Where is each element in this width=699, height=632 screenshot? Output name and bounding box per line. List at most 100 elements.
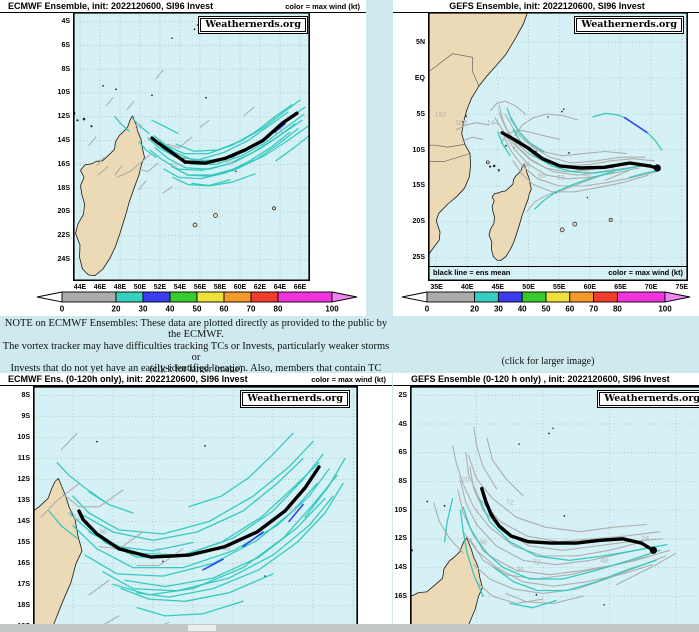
colorbar-right-arrow bbox=[331, 291, 358, 303]
lat-tick-label: 12S bbox=[394, 535, 407, 543]
colorbar-segment bbox=[142, 291, 171, 303]
lon-tick-label: 48E bbox=[113, 284, 127, 291]
legend-ens-mean: black line = ens mean bbox=[433, 268, 511, 277]
svg-text:72: 72 bbox=[557, 175, 565, 182]
panel-units-label: color = max wind (kt) bbox=[285, 2, 360, 11]
ensemble-member-track bbox=[433, 502, 464, 554]
colorbar-tick-label: 0 bbox=[60, 305, 65, 314]
colorbar-tick-label: 60 bbox=[220, 305, 229, 314]
ensemble-member-track bbox=[40, 483, 80, 518]
colorbar-tick-label: 100 bbox=[658, 305, 672, 314]
colorbar-segment bbox=[569, 291, 595, 303]
lat-tick-label: 10S bbox=[412, 146, 425, 154]
colorbar-left-arrow bbox=[36, 291, 63, 303]
figure-ecmwf-ensemble-full[interactable]: ECMWF Ensemble, init: 2022120600, SI96 I… bbox=[0, 0, 366, 316]
colorbar-tick-label: 80 bbox=[274, 305, 283, 314]
lat-tick-label: 17S bbox=[17, 580, 30, 588]
ensemble-member-track bbox=[138, 141, 157, 158]
lon-tick-label: 70E bbox=[644, 284, 658, 291]
colorbar-tick-label: 20 bbox=[470, 305, 479, 314]
lon-tick-label: 56E bbox=[193, 284, 207, 291]
figure-gefs-ensemble-120h[interactable]: GEFS Ensemble (0-120 h only) , init: 202… bbox=[393, 373, 699, 632]
weathernerds-watermark[interactable]: Weathernerds.org bbox=[240, 390, 350, 408]
lon-tick-label: 62E bbox=[253, 284, 267, 291]
track-map: 120 96 72 48 24 Weathernerds.org bbox=[33, 386, 358, 632]
lat-tick-label: 11S bbox=[17, 454, 30, 462]
ensemble-member-track bbox=[136, 482, 344, 598]
ensemble-mean-track bbox=[480, 486, 656, 553]
colorbar-tick-label: 70 bbox=[247, 305, 256, 314]
lat-tick-label: 5S bbox=[416, 110, 425, 118]
lat-tick-label: 5N bbox=[416, 38, 425, 46]
lat-tick-label: 10S bbox=[394, 506, 407, 514]
svg-text:120: 120 bbox=[458, 476, 470, 483]
colorbar-tick-label: 50 bbox=[542, 305, 551, 314]
ensemble-member-track bbox=[467, 455, 648, 533]
svg-text:48: 48 bbox=[583, 172, 591, 179]
forecast-hour-labels: 96 72 48 24 bbox=[135, 124, 283, 170]
ensemble-member-track bbox=[469, 538, 670, 580]
ensemble-member-track bbox=[473, 555, 666, 594]
ensemble-member-track bbox=[498, 104, 609, 173]
svg-text:72: 72 bbox=[170, 163, 178, 170]
wind-speed-colorbar: 0 20 30 40 50 60 70 80 100 bbox=[36, 291, 358, 313]
ensemble-member-track bbox=[56, 461, 104, 502]
ensemble-member-track bbox=[514, 113, 579, 137]
ensemble-member-track bbox=[288, 503, 304, 523]
ensemble-member-track bbox=[126, 100, 135, 111]
scrollbar-thumb[interactable] bbox=[188, 625, 216, 631]
panel-title: ECMWF Ensemble, init: 2022120600, SI96 I… bbox=[8, 1, 214, 11]
ensemble-member-track bbox=[489, 100, 527, 115]
svg-text:168: 168 bbox=[455, 120, 467, 127]
colorbar-segment bbox=[474, 291, 499, 303]
watermark-text: Weathernerds.org bbox=[242, 392, 348, 406]
colorbar-segment bbox=[593, 291, 618, 303]
weathernerds-watermark[interactable]: Weathernerds.org bbox=[574, 16, 684, 34]
svg-text:72: 72 bbox=[506, 499, 514, 506]
svg-text:96: 96 bbox=[516, 567, 524, 574]
colorbar-segment bbox=[497, 291, 523, 303]
panel-title: GEFS Ensemble (0-120 h only) , init: 202… bbox=[411, 374, 670, 384]
lat-tick-label: 14S bbox=[57, 137, 70, 145]
land-mass bbox=[33, 478, 83, 632]
figure-ecmwf-ensemble-120h[interactable]: ECMWF Ens. (0-120h only), init: 20221206… bbox=[0, 373, 392, 632]
horizontal-scrollbar[interactable] bbox=[0, 624, 699, 632]
ensemble-member-track bbox=[72, 440, 314, 535]
ensemble-mean-track bbox=[500, 131, 660, 170]
mean-track-start-blob bbox=[653, 164, 661, 172]
colorbar-segment bbox=[426, 291, 476, 303]
ensemble-member-track bbox=[469, 466, 664, 551]
lat-tick-label: EQ bbox=[414, 74, 425, 82]
weathernerds-watermark[interactable]: Weathernerds.org bbox=[597, 390, 699, 408]
click-larger-image-link-left[interactable]: (click for larger image) bbox=[149, 364, 243, 375]
lon-tick-label: 60E bbox=[233, 284, 247, 291]
ensemble-mean-track bbox=[77, 465, 321, 559]
lat-tick-label: 6S bbox=[398, 449, 407, 457]
lat-tick-label: 20S bbox=[57, 208, 70, 216]
colorbar-tick-label: 30 bbox=[139, 305, 148, 314]
lat-tick-label: 2S bbox=[398, 391, 407, 399]
ensemble-member-track bbox=[114, 116, 130, 132]
track-map: 120 72 96 96 72 48 24 Weathernerds.org bbox=[410, 386, 699, 632]
ensemble-member-track bbox=[243, 106, 255, 117]
click-larger-image-link-right[interactable]: (click for larger image) bbox=[501, 356, 595, 367]
ensemble-member-track bbox=[84, 482, 318, 577]
svg-text:120: 120 bbox=[73, 514, 85, 521]
ensemble-member-track bbox=[459, 509, 484, 597]
colorbar-tick-label: 60 bbox=[565, 305, 574, 314]
ensemble-member-track bbox=[149, 123, 296, 171]
ensemble-member-track bbox=[604, 169, 631, 181]
figure-gefs-ensemble-full[interactable]: GEFS Ensemble, init: 2022120600, SI96 In… bbox=[393, 0, 699, 316]
lat-tick-label: 24S bbox=[57, 256, 70, 264]
ocean bbox=[33, 386, 358, 632]
colorbar-segment bbox=[616, 291, 666, 303]
lon-tick-label: 50E bbox=[133, 284, 147, 291]
svg-text:192: 192 bbox=[435, 112, 447, 119]
ensemble-member-track bbox=[478, 497, 668, 562]
ensemble-member-track bbox=[114, 164, 123, 176]
svg-text:24: 24 bbox=[641, 535, 649, 542]
ensemble-member-track bbox=[199, 119, 210, 128]
svg-text:72: 72 bbox=[532, 560, 540, 567]
weathernerds-watermark[interactable]: Weathernerds.org bbox=[198, 16, 308, 34]
